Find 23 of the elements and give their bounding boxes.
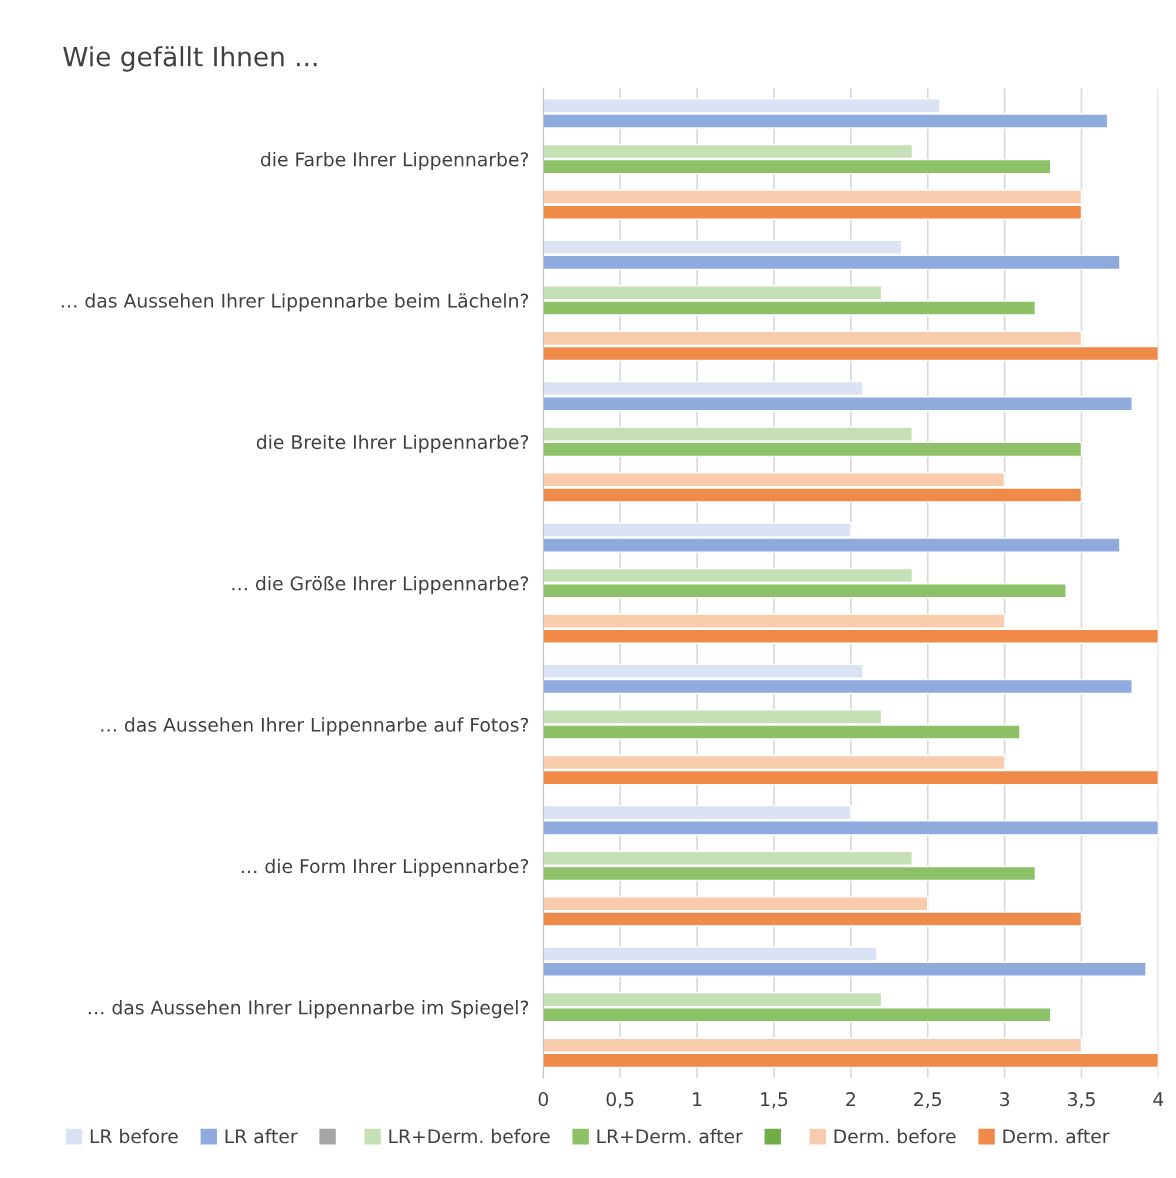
legend-label: Derm. before	[834, 1128, 956, 1144]
y-tick-label: … das Aussehen Ihrer Lippennarbe im Spiegel?	[88, 1000, 529, 1019]
legend-label: LR+Derm. after	[597, 1128, 743, 1144]
y-tick-label: … das Aussehen Ihrer Lippennarbe auf Fotos?	[101, 717, 529, 736]
x-tick-label: 0,5	[606, 1092, 634, 1109]
legend-label: LR+Derm. before	[389, 1128, 550, 1144]
y-tick-label: … das Aussehen Ihrer Lippennarbe beim Lächeln?	[61, 293, 529, 312]
legend-label: LR after	[225, 1128, 298, 1144]
legend-label: Derm. after	[1003, 1128, 1110, 1144]
legend-label: LR before	[90, 1128, 178, 1144]
x-tick-label: 1	[693, 1092, 702, 1107]
y-tick-label: … die Form Ihrer Lippennarbe?	[241, 858, 529, 877]
y-tick-label: die Breite Ihrer Lippennarbe?	[256, 434, 529, 453]
x-tick-label: 2	[846, 1092, 855, 1107]
x-tick-label: 3,5	[1068, 1092, 1095, 1109]
y-tick-label: die Farbe Ihrer Lippennarbe?	[260, 151, 529, 171]
x-tick-label: 3	[1000, 1092, 1010, 1107]
x-tick-label: 0	[538, 1092, 549, 1107]
text: Wie gefällt Ihnen ...	[63, 46, 317, 72]
x-tick-label: 1,5	[761, 1092, 788, 1109]
y-tick-label: … die Größe Ihrer Lippennarbe?	[232, 575, 529, 595]
x-tick-label: 2,5	[914, 1092, 941, 1109]
x-tick-label: 4	[1153, 1092, 1164, 1107]
